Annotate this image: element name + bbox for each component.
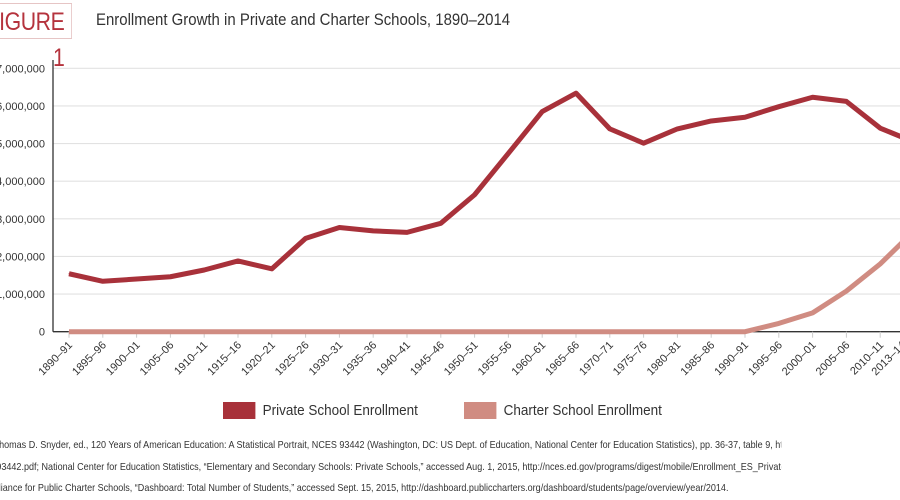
x-tick-label: 1970–71 [577,339,616,378]
data-point-private [744,116,746,118]
data-point-private [474,194,476,196]
x-tick-label: 1955–56 [476,339,515,378]
x-tick-label: 1905–06 [138,339,177,378]
x-tick-label: 1935–36 [341,339,380,378]
x-tick-label: 1920–21 [239,339,278,378]
data-point-private [102,280,104,282]
data-point-private [305,237,307,239]
series-line-private [68,90,900,284]
data-point-private [541,111,543,113]
data-point-charter [338,331,340,333]
data-point-private [879,127,881,129]
x-tick-label: 1975–76 [611,339,650,378]
data-point-charter [643,331,645,333]
series-line-charter [69,241,900,335]
data-point-private [372,230,374,232]
y-tick-label: 1,000,000 [0,289,45,301]
legend-item-private: Private School Enrollment [223,402,418,419]
data-point-charter [541,331,543,333]
data-point-charter [68,331,70,333]
data-point-private [68,273,70,275]
x-tick-label: 1895–96 [70,339,109,378]
x-tick-label: 1900–01 [104,339,143,378]
y-tick-label: 0 [39,327,45,339]
data-point-charter [136,331,138,333]
x-tick-label: 1945–46 [408,339,447,378]
data-point-private [169,276,171,278]
y-tick-label: 6,000,000 [0,101,45,113]
data-point-charter [474,331,476,333]
data-point-charter [778,322,780,324]
x-tick-label: 2005–06 [814,339,853,378]
data-point-charter [440,331,442,333]
data-point-charter [575,331,577,333]
legend-label-charter: Charter School Enrollment [503,402,662,419]
x-tick-label: 2000–01 [780,339,819,378]
data-point-charter [744,331,746,333]
source-line: pubs93/93442.pdf; National Center for Ed… [0,460,781,473]
data-point-private [406,231,408,233]
x-tick-label: 1995–96 [746,339,785,378]
x-tick-label: 1960–61 [510,339,549,378]
legend-label-private: Private School Enrollment [262,402,418,419]
y-tick-label: 7,000,000 [0,63,45,75]
line-chart: 0 1,000,000 2,000,000 3,000,000 4,000,000 5,0… [0,60,900,378]
data-point-private [575,92,577,94]
data-point-private [812,96,814,98]
data-point-charter [879,263,881,265]
source-line: National Alliance for Public Charter Sch… [0,482,729,494]
y-tick-label: 4,000,000 [0,176,45,188]
data-point-private [440,222,442,224]
data-point-charter [710,331,712,333]
data-point-charter [812,312,814,314]
x-tick-label: 1925–26 [273,339,312,378]
data-point-private [845,100,847,102]
data-point-private [203,269,205,271]
data-point-private [271,268,273,270]
data-point-charter [676,331,678,333]
y-tick-label: 3,000,000 [0,214,45,226]
data-point-charter [237,331,239,333]
x-tick-label: 1950–51 [442,339,481,378]
data-point-private [609,128,611,130]
x-tick-label: 1890–91 [36,339,75,378]
data-point-private [643,142,645,144]
y-tick-label: 5,000,000 [0,139,45,151]
data-point-charter [845,290,847,292]
x-tick-label: 1915–16 [205,339,244,378]
data-point-private [136,278,138,280]
figure-label: FIGURE 1 [0,3,72,72]
legend: Private School Enrollment Charter School… [223,402,708,419]
x-tick-label: 1985–86 [679,339,718,378]
x-tick-label: 1930–31 [307,339,346,378]
x-tick-label: 1990–91 [712,339,751,378]
data-point-private [338,226,340,228]
x-tick-label: 1940–41 [374,339,413,378]
legend-swatch-charter [463,402,496,419]
data-point-private [676,128,678,130]
data-point-charter [102,331,104,333]
source-line: Sources: Thomas D. Snyder, ed., 120 Year… [0,439,781,451]
x-tick-label: 1980–81 [645,339,684,378]
data-point-charter [169,331,171,333]
legend-item-charter: Charter School Enrollment [463,402,662,419]
y-tick-label: 2,000,000 [0,251,45,263]
data-point-private [507,152,509,154]
x-tick-label: 1965–66 [543,339,582,378]
data-point-charter [372,331,374,333]
data-point-private [710,120,712,122]
data-point-private [778,106,780,108]
chart-title: Enrollment Growth in Private and Charter… [96,10,511,29]
data-point-charter [271,331,273,333]
data-point-private [237,260,239,262]
data-point-charter [406,331,408,333]
x-tick-label: 1910–11 [172,339,210,377]
data-point-charter [203,331,205,333]
sources-note: Sources: Thomas D. Snyder, ed., 120 Year… [0,435,781,500]
data-point-charter [305,331,307,333]
legend-swatch-private [223,402,256,419]
data-point-charter [507,331,509,333]
data-point-charter [609,331,611,333]
